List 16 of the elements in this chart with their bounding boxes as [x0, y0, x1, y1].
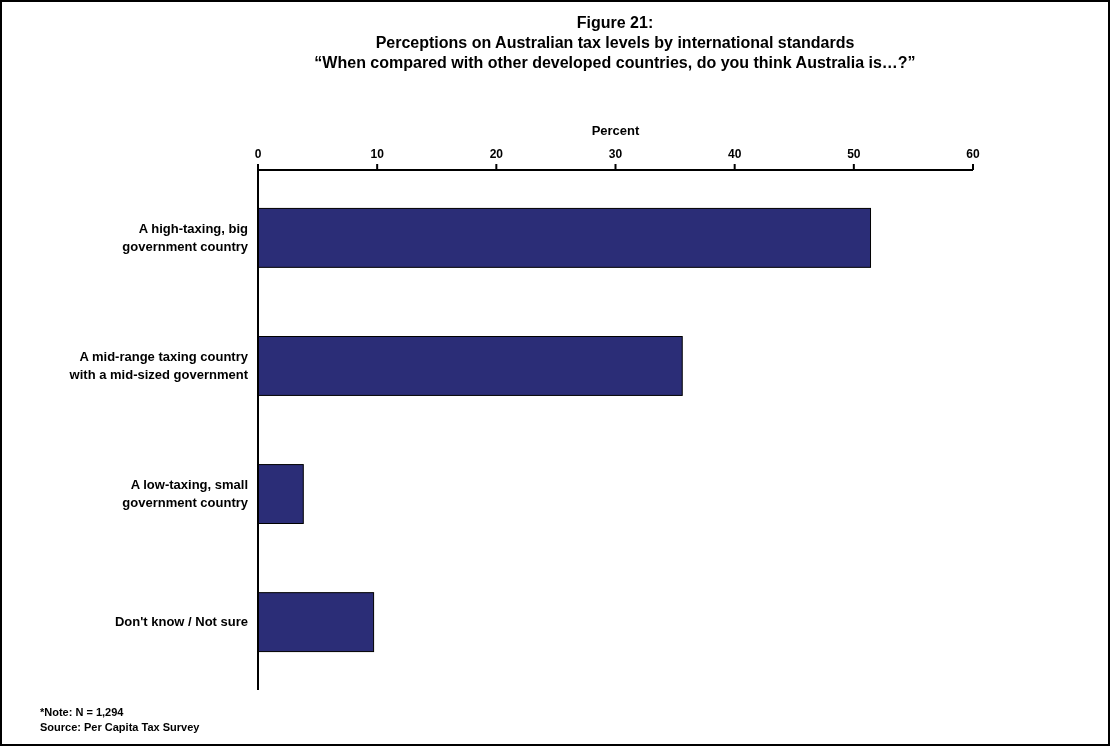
chart-title: Figure 21: Perceptions on Australian tax levels by international standards: [375, 14, 855, 51]
x-tick-label: 20: [489, 147, 504, 161]
y-tick-label: A high-taxing, big government country: [122, 220, 249, 254]
chart-subtitle: “When compared with other developed countries, do you think Australia is…?”: [314, 54, 916, 71]
y-tick-label: A mid-range taxing country with a mid-sized government: [68, 348, 249, 382]
x-tick-label: 10: [370, 147, 385, 161]
source-note: Source: Per Capita Tax Survey: [40, 721, 201, 733]
y-tick-label: A low-taxing, small government country: [122, 477, 249, 511]
x-tick-label: 60: [966, 147, 980, 161]
x-axis-title: Percent: [591, 123, 641, 138]
y-tick-label: Don't know / Not sure: [114, 614, 248, 630]
x-tick-label: 50: [847, 147, 861, 161]
x-tick-label: 30: [608, 147, 623, 161]
x-tick-label: 40: [727, 147, 742, 161]
text: *Note: N = 1,294: [40, 706, 125, 718]
x-tick-label: 0: [254, 147, 262, 161]
